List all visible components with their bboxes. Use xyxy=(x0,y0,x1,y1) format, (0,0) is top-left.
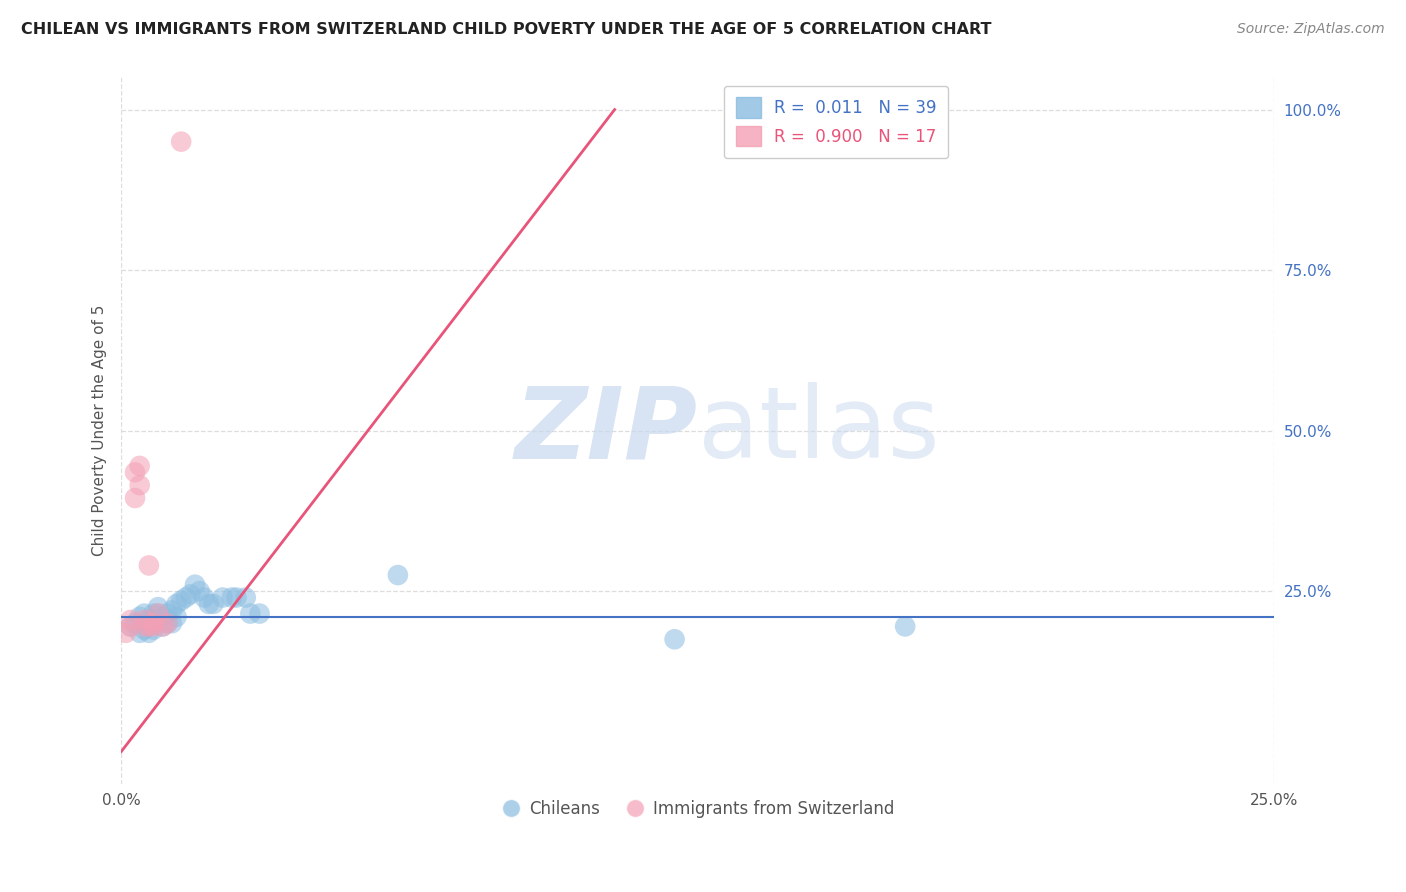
Point xyxy=(184,577,207,591)
Text: ZIP: ZIP xyxy=(515,382,697,479)
Point xyxy=(142,607,165,621)
Point xyxy=(138,613,160,627)
Point xyxy=(120,619,142,633)
Point xyxy=(152,609,174,624)
Point xyxy=(138,619,160,633)
Point xyxy=(142,623,165,637)
Point xyxy=(156,616,179,631)
Point xyxy=(188,584,211,599)
Point xyxy=(146,600,169,615)
Point xyxy=(128,625,150,640)
Point xyxy=(142,616,165,631)
Point xyxy=(211,591,233,605)
Point xyxy=(134,623,156,637)
Point xyxy=(114,625,136,640)
Point xyxy=(202,597,225,611)
Point xyxy=(160,616,183,631)
Point xyxy=(156,607,179,621)
Point xyxy=(179,587,201,601)
Point xyxy=(134,619,156,633)
Point xyxy=(152,619,174,633)
Point xyxy=(124,491,146,505)
Point xyxy=(138,558,160,573)
Point xyxy=(387,568,409,582)
Point xyxy=(120,619,142,633)
Point xyxy=(249,607,271,621)
Point xyxy=(120,613,142,627)
Point xyxy=(664,632,686,647)
Point xyxy=(146,607,169,621)
Text: atlas: atlas xyxy=(697,382,939,479)
Point xyxy=(160,603,183,617)
Point xyxy=(128,458,150,473)
Point xyxy=(138,619,160,633)
Point xyxy=(225,591,247,605)
Text: CHILEAN VS IMMIGRANTS FROM SWITZERLAND CHILD POVERTY UNDER THE AGE OF 5 CORRELAT: CHILEAN VS IMMIGRANTS FROM SWITZERLAND C… xyxy=(21,22,991,37)
Point xyxy=(198,597,221,611)
Point xyxy=(146,607,169,621)
Y-axis label: Child Poverty Under the Age of 5: Child Poverty Under the Age of 5 xyxy=(93,305,107,557)
Point xyxy=(235,591,257,605)
Point xyxy=(239,607,262,621)
Point xyxy=(193,591,215,605)
Point xyxy=(166,609,188,624)
Point xyxy=(124,616,146,631)
Point xyxy=(170,135,193,149)
Point xyxy=(894,619,917,633)
Point xyxy=(142,619,165,633)
Point xyxy=(134,613,156,627)
Point xyxy=(128,609,150,624)
Point xyxy=(124,466,146,480)
Point xyxy=(134,607,156,621)
Point xyxy=(128,478,150,492)
Point xyxy=(142,616,165,631)
Point xyxy=(174,591,197,605)
Point xyxy=(166,597,188,611)
Legend: Chileans, Immigrants from Switzerland: Chileans, Immigrants from Switzerland xyxy=(494,794,901,825)
Point xyxy=(170,593,193,607)
Point xyxy=(221,591,243,605)
Point xyxy=(152,619,174,633)
Point xyxy=(156,616,179,631)
Text: Source: ZipAtlas.com: Source: ZipAtlas.com xyxy=(1237,22,1385,37)
Point xyxy=(138,625,160,640)
